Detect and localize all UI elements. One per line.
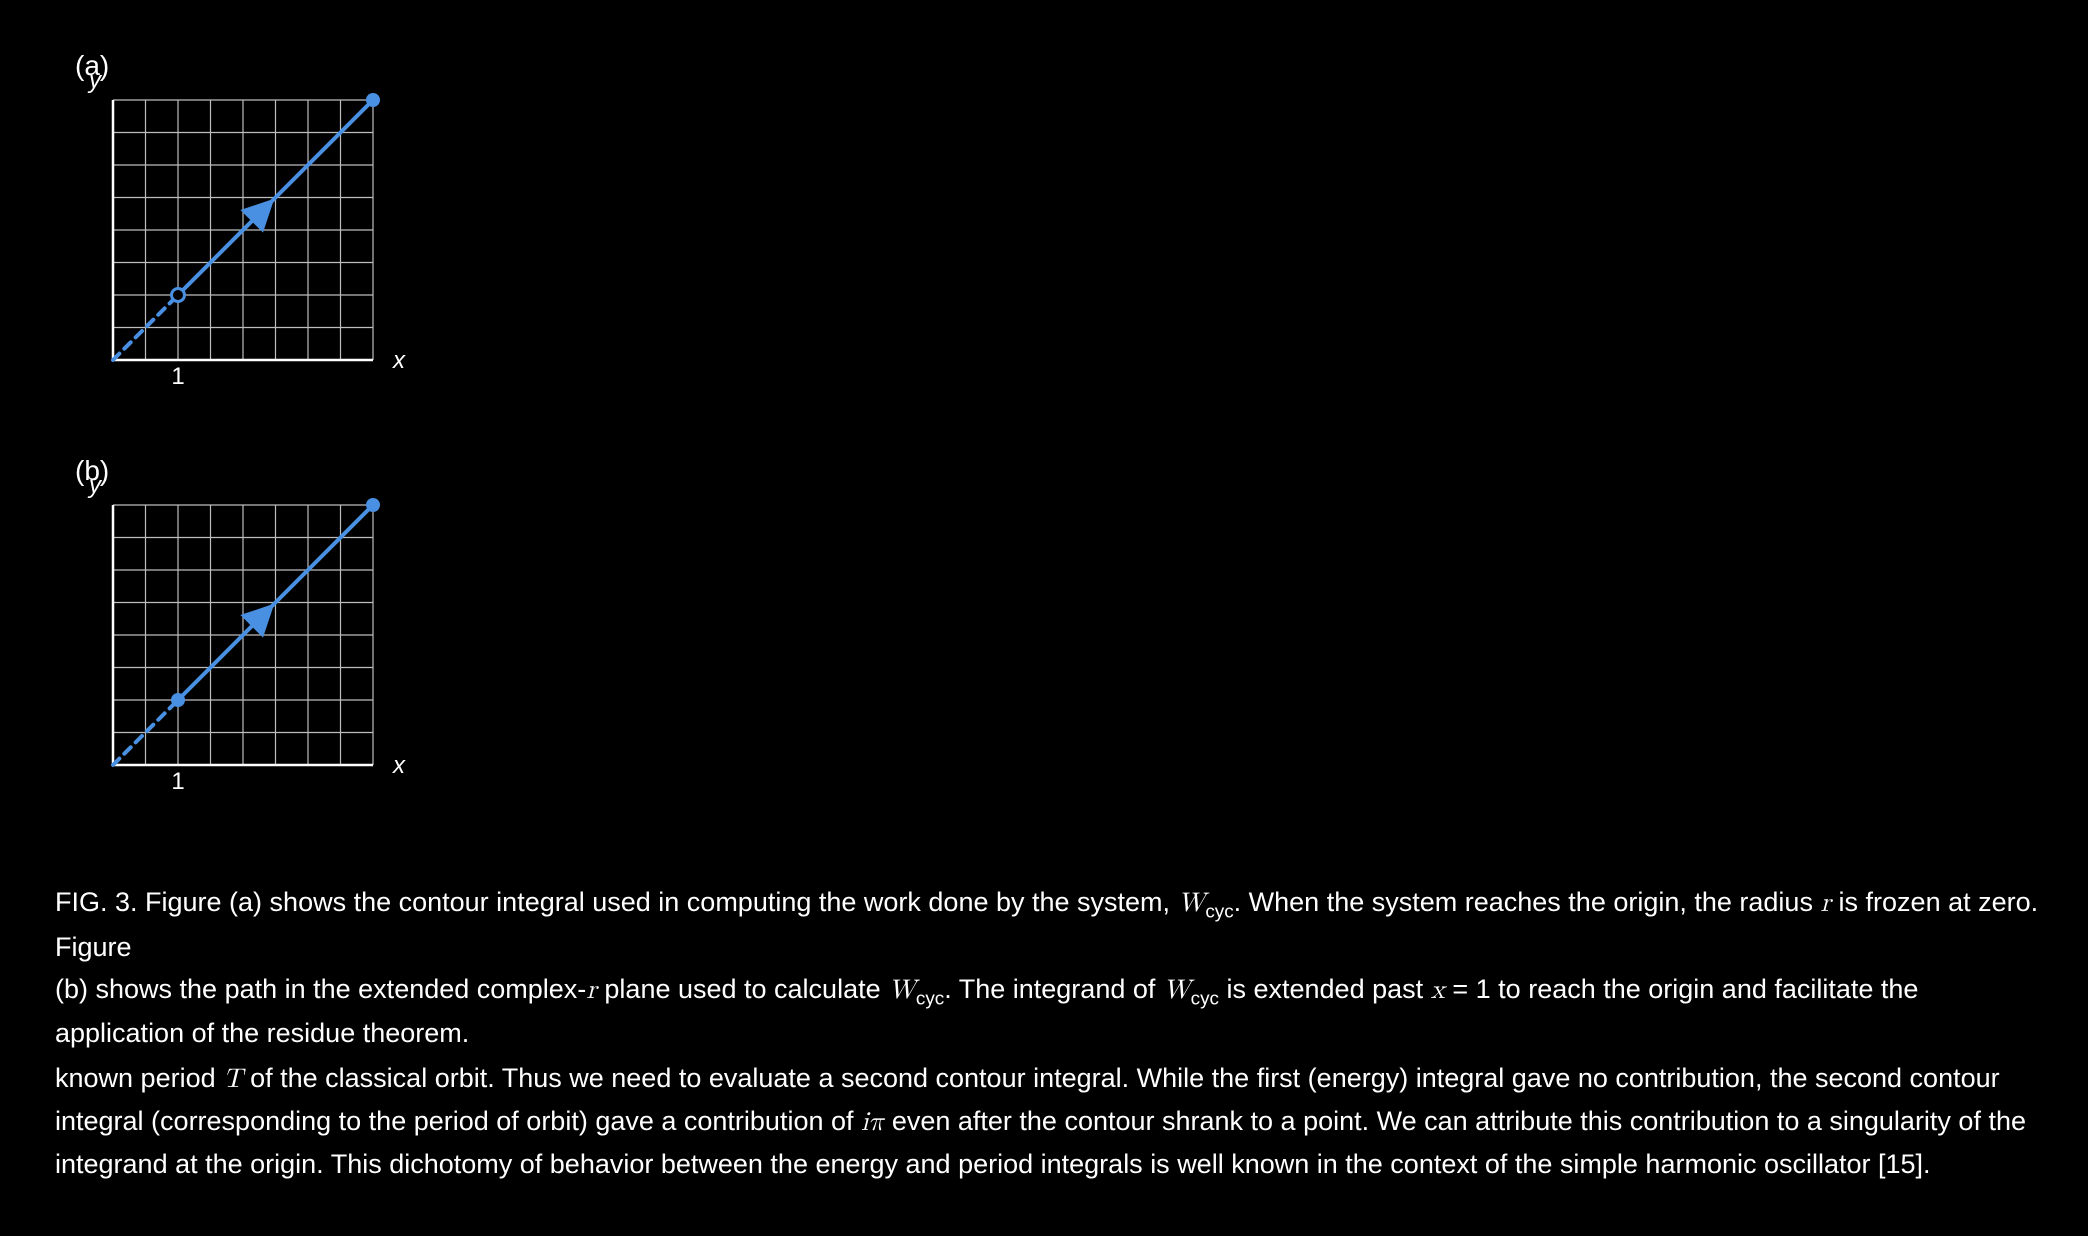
fig-b-chart: 1 x y xyxy=(53,465,413,825)
fig-b-xtick: 1 xyxy=(171,768,184,795)
figure-caption: FIG. 3. Figure (a) shows the contour int… xyxy=(55,882,2040,1055)
body-text: known period T of the classical orbit. T… xyxy=(55,1058,2040,1186)
fig-a-xtick: 1 xyxy=(171,363,184,390)
fig-b-ylabel: y xyxy=(87,472,103,499)
fig-a-ylabel: y xyxy=(87,67,103,94)
fig-a-xlabel: x xyxy=(392,347,406,374)
page: (a) xyxy=(0,0,2088,1236)
fig-b-xlabel: x xyxy=(392,752,406,779)
fig-a-chart: 1 x y xyxy=(53,60,413,420)
